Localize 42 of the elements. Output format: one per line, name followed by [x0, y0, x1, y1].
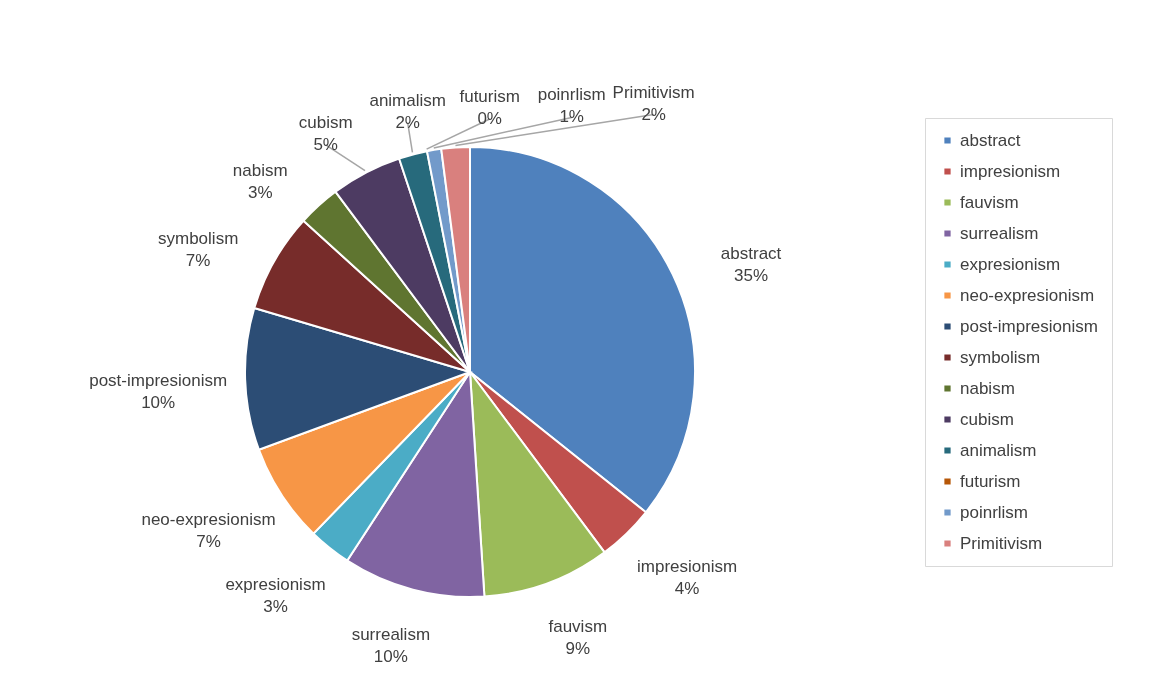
- data-label: 35%: [734, 265, 769, 285]
- slice-label: animalism: [369, 90, 446, 110]
- data-label: 7%: [196, 532, 221, 552]
- legend-label: fauvism: [960, 192, 1019, 212]
- legend-label: cubism: [960, 409, 1014, 429]
- slice-label: expresionism: [225, 574, 326, 594]
- slice-label: fauvism: [548, 617, 608, 637]
- slice-label: impresionism: [636, 557, 738, 577]
- data-label: 3%: [247, 182, 273, 202]
- data-label: 2%: [641, 104, 666, 124]
- legend-label: post-impresionism: [960, 316, 1098, 336]
- slice-label: nabism: [232, 160, 288, 180]
- data-label: 1%: [559, 107, 584, 127]
- slice-label: abstract: [720, 243, 782, 263]
- slice-label: post-impresionism: [89, 370, 228, 390]
- data-label: 2%: [395, 112, 420, 132]
- data-label: 10%: [373, 647, 408, 667]
- legend-label: expresionism: [960, 254, 1061, 274]
- legend-label: impresionism: [960, 161, 1061, 181]
- legend-label: nabism: [960, 378, 1015, 398]
- data-label: 4%: [674, 579, 700, 599]
- legend-label: futurism: [960, 471, 1021, 491]
- legend-label: symbolism: [960, 347, 1041, 367]
- legend-label: neo-expresionism: [960, 285, 1095, 305]
- slice-label: neo-expresionism: [141, 510, 276, 530]
- data-label: 5%: [313, 134, 338, 154]
- legend-label: abstract: [960, 130, 1021, 150]
- text: 0%: [477, 109, 502, 129]
- data-label: 3%: [263, 596, 288, 616]
- slice-label: poinrlism: [537, 85, 606, 105]
- data-label: 7%: [185, 250, 211, 270]
- category-label: futurism: [459, 87, 520, 107]
- data-label: 10%: [141, 392, 176, 412]
- data-label: 9%: [565, 639, 591, 659]
- legend-label: surrealism: [960, 223, 1039, 243]
- slice-label: cubism: [298, 112, 353, 132]
- legend-label: animalism: [960, 440, 1037, 460]
- slice-label: Primitivism: [612, 82, 695, 102]
- slice-label: symbolism: [158, 228, 239, 248]
- legend-label: Primitivism: [960, 533, 1043, 553]
- legend-label: poinrlism: [960, 502, 1029, 522]
- slice-label: surrealism: [351, 625, 431, 645]
